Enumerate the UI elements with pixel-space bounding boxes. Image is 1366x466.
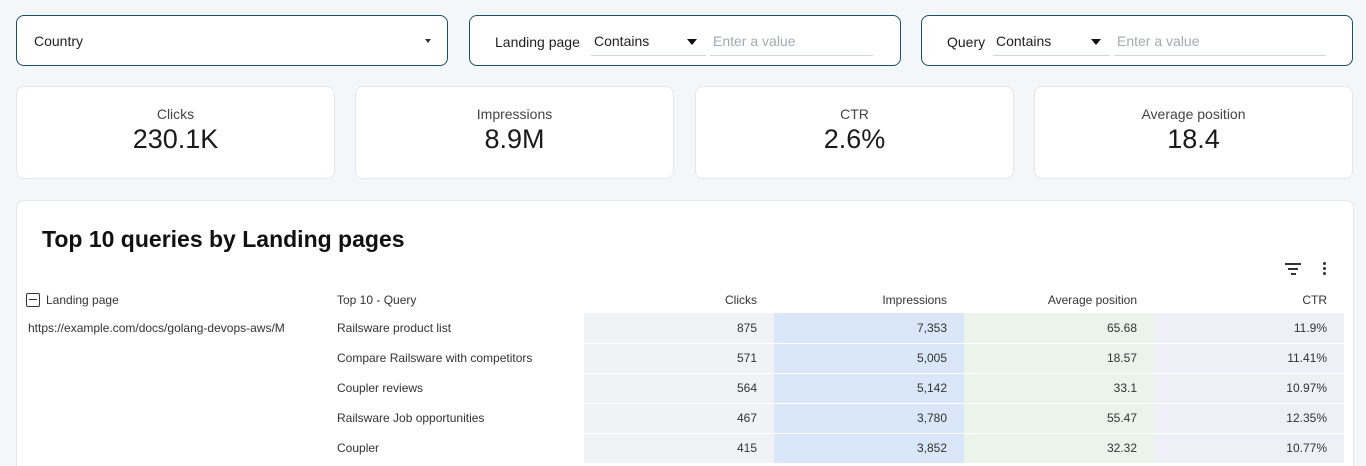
query-operator-value: Contains [996, 33, 1052, 49]
table-row: Coupler 415 3,852 32.32 10.77% [24, 433, 1344, 464]
kpi-card-ctr: CTR 2.6% [695, 86, 1014, 179]
position-cell: 18.57 [964, 343, 1154, 374]
impressions-cell: 3,780 [774, 403, 964, 434]
landing-page-cell: https://example.com/docs/golang-devops-a… [24, 313, 337, 464]
kpi-value: 2.6% [823, 124, 886, 154]
landing-page-value-field[interactable] [710, 31, 873, 56]
kpi-value: 230.1K [132, 124, 219, 154]
clicks-cell: 467 [584, 403, 774, 434]
column-header-clicks[interactable]: Clicks [725, 292, 757, 307]
table-row: Railsware Job opportunities 467 3,780 55… [24, 403, 1344, 434]
ctr-cell: 12.35% [1154, 403, 1344, 434]
impressions-cell: 5,005 [774, 343, 964, 374]
query-filter: Query Contains [921, 15, 1353, 66]
clicks-cell: 875 [584, 313, 774, 344]
column-header-ctr[interactable]: CTR [1302, 292, 1327, 307]
more-vert-icon[interactable] [1323, 262, 1327, 276]
position-cell: 55.47 [964, 403, 1154, 434]
ctr-cell: 11.9% [1154, 313, 1344, 344]
table-header-row: Landing page Top 10 - Query Clicks Impre… [24, 286, 1344, 313]
ctr-cell: 10.97% [1154, 373, 1344, 404]
landing-page-filter-label: Landing page [495, 34, 580, 50]
clicks-cell: 571 [584, 343, 774, 374]
queries-table: Landing page Top 10 - Query Clicks Impre… [24, 286, 1344, 464]
panel-title: Top 10 queries by Landing pages [42, 226, 405, 252]
impressions-cell: 7,353 [774, 313, 964, 344]
table-row: Compare Railsware with competitors 571 5… [24, 343, 1344, 374]
position-cell: 65.68 [964, 313, 1154, 344]
column-header-average-position[interactable]: Average position [1047, 292, 1137, 307]
kpi-value: 8.9M [484, 124, 545, 154]
table-row: https://example.com/docs/golang-devops-a… [24, 313, 1344, 464]
kpi-label: Clicks [156, 106, 195, 122]
query-operator-select[interactable]: Contains [993, 31, 1110, 56]
position-cell: 33.1 [964, 373, 1154, 404]
kpi-label: Impressions [476, 106, 553, 122]
query-cell: Compare Railsware with competitors [337, 343, 584, 374]
collapse-minus-icon[interactable] [26, 292, 40, 307]
landing-page-value-input[interactable] [710, 31, 873, 51]
caret-down-icon[interactable] [425, 39, 431, 43]
clicks-cell: 415 [584, 433, 774, 464]
column-header-query[interactable]: Top 10 - Query [337, 292, 417, 307]
column-header-impressions[interactable]: Impressions [882, 292, 947, 307]
ctr-cell: 11.41% [1154, 343, 1344, 374]
queries-table-panel: Top 10 queries by Landing pages Landing … [16, 200, 1354, 466]
filter-icon[interactable] [1285, 263, 1301, 275]
landing-page-operator-select[interactable]: Contains [591, 31, 706, 56]
impressions-cell: 5,142 [774, 373, 964, 404]
landing-page-filter: Landing page Contains [469, 15, 901, 66]
country-filter-label: Country [34, 33, 84, 49]
clicks-cell: 564 [584, 373, 774, 404]
caret-down-icon[interactable] [1091, 39, 1101, 45]
caret-down-icon[interactable] [687, 39, 697, 45]
kpi-card-clicks: Clicks 230.1K [16, 86, 335, 179]
position-cell: 32.32 [964, 433, 1154, 464]
query-filter-label: Query [947, 34, 986, 50]
country-filter[interactable]: Country [16, 15, 448, 66]
kpi-value: 18.4 [1167, 124, 1220, 154]
landing-page-operator-value: Contains [594, 33, 650, 49]
query-value-input[interactable] [1114, 31, 1326, 51]
query-cell: Railsware Job opportunities [337, 403, 584, 434]
kpi-card-impressions: Impressions 8.9M [355, 86, 674, 179]
impressions-cell: 3,852 [774, 433, 964, 464]
kpi-label: Average position [1141, 106, 1246, 122]
query-cell: Coupler reviews [337, 373, 584, 404]
query-cell: Railsware product list [337, 313, 584, 344]
kpi-label: CTR [840, 106, 869, 122]
query-value-field[interactable] [1114, 31, 1326, 56]
table-row: Coupler reviews 564 5,142 33.1 10.97% [24, 373, 1344, 404]
query-cell: Coupler [337, 433, 584, 464]
kpi-card-average-position: Average position 18.4 [1034, 86, 1353, 179]
ctr-cell: 10.77% [1154, 433, 1344, 464]
column-header-landing-page[interactable]: Landing page [24, 286, 337, 313]
